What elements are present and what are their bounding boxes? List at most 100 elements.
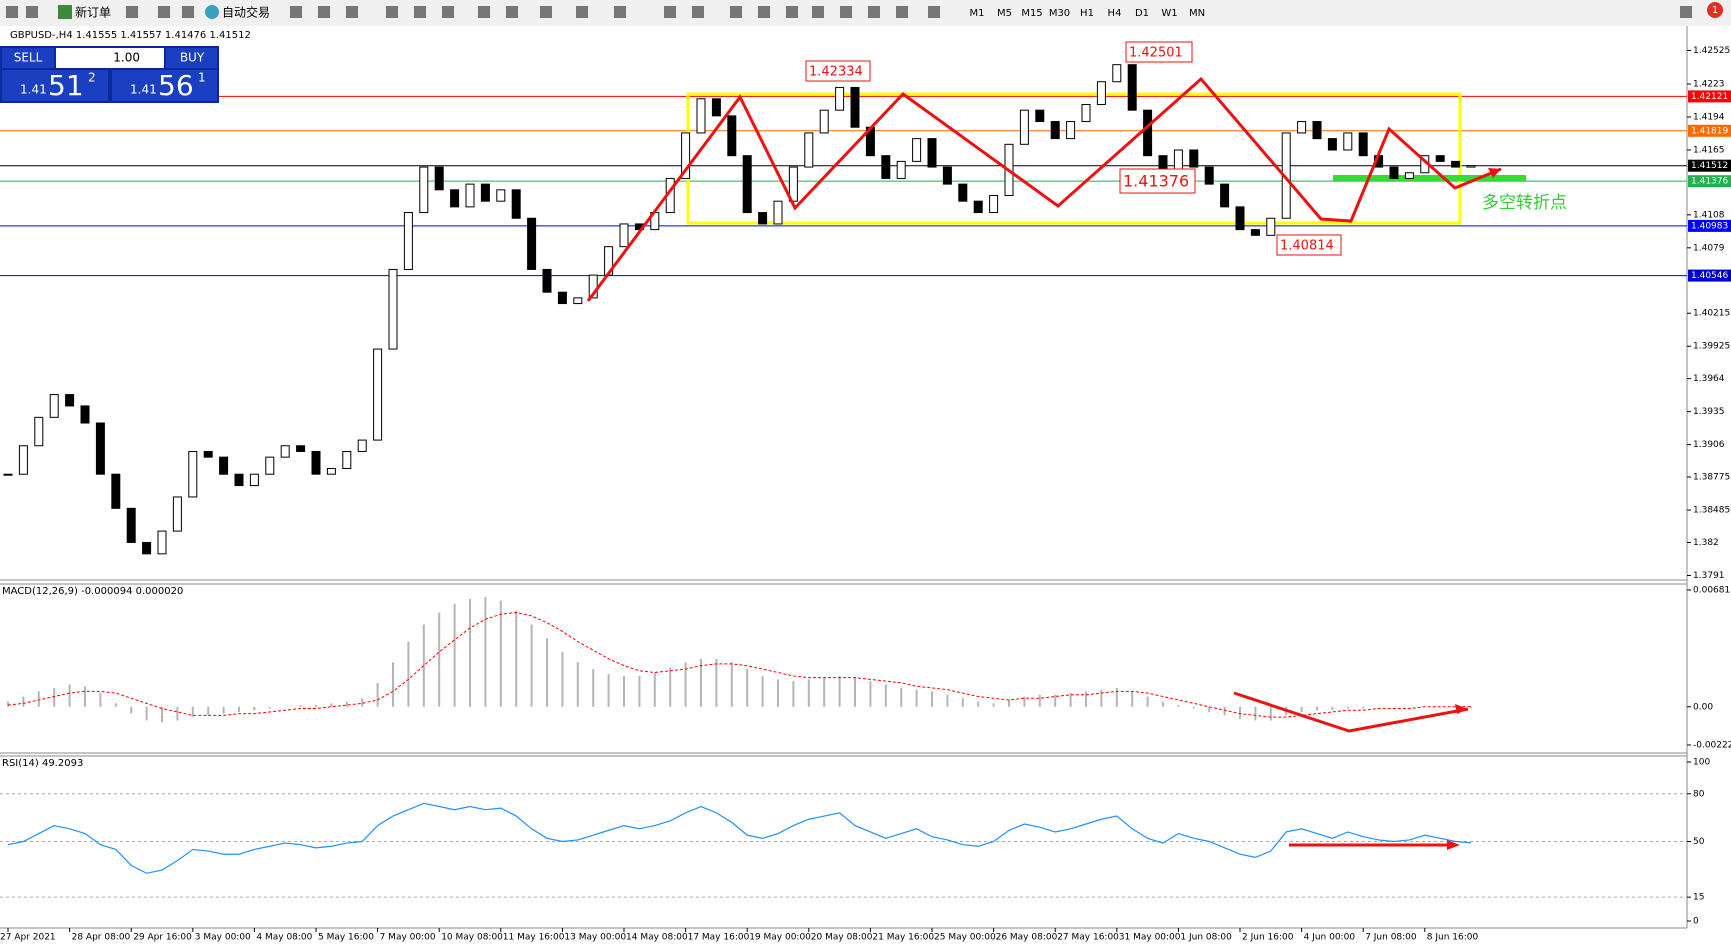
timeframe-button[interactable]: M15 [1021, 8, 1042, 19]
price-annotation-box [805, 60, 871, 82]
price-level-tag [1688, 159, 1731, 172]
new-order-button[interactable]: 新订单 [75, 5, 111, 20]
sell-button[interactable] [2, 48, 54, 68]
x-tick-label: 3 May 00:00 [195, 933, 251, 943]
candle [696, 98, 706, 134]
buy-price-big: 56 [158, 69, 194, 102]
arrow-head [1455, 704, 1468, 714]
timeframe-button[interactable]: H1 [1080, 8, 1094, 19]
x-tick-label: 10 May 08:00 [441, 933, 503, 943]
candle [1466, 165, 1476, 168]
price-annotation-box [1276, 234, 1342, 256]
candle [958, 183, 968, 202]
candle [573, 297, 583, 305]
candle [249, 473, 259, 487]
chart-title: GBPUSD-,H4 1.41555 1.41557 1.41476 1.415… [10, 30, 251, 41]
x-tick-label: 7 May 00:00 [380, 933, 436, 943]
timeframe-button[interactable]: M30 [1049, 8, 1070, 19]
y-tick-label: 1.42525 [1693, 46, 1730, 56]
x-tick-label: 4 May 08:00 [256, 933, 312, 943]
candle [95, 422, 105, 475]
rsi-line [7, 802, 1472, 874]
timeframe-button[interactable]: H4 [1108, 8, 1122, 19]
candle [511, 189, 521, 219]
candle [896, 160, 906, 179]
auto-trading-button[interactable]: 自动交易 [222, 5, 270, 20]
candle [1081, 103, 1091, 123]
candle [1389, 166, 1399, 179]
candle [49, 394, 59, 418]
candle [357, 439, 367, 452]
candle [1435, 155, 1445, 162]
candle [727, 115, 737, 157]
x-tick-label: 21 May 16:00 [872, 933, 934, 943]
candle [1297, 121, 1307, 134]
candle [80, 405, 90, 424]
new-order-icon[interactable] [58, 5, 72, 19]
y-tick-label: 1.40215 [1693, 309, 1730, 319]
buy-label[interactable]: BUY [180, 51, 205, 65]
candle [388, 268, 398, 350]
price-level-tag [1688, 124, 1731, 137]
y-tick-label: 80 [1693, 789, 1705, 799]
candle [188, 450, 198, 498]
candle [1019, 109, 1029, 145]
candle [126, 507, 136, 543]
candle [788, 166, 798, 202]
auto-trading-icon[interactable] [205, 5, 219, 19]
candle [1050, 121, 1060, 140]
sell-price-prefix: 1.41 [20, 83, 47, 97]
price-level-label: 1.42121 [1691, 92, 1728, 102]
buy-button[interactable] [166, 48, 217, 68]
timeframe-button[interactable]: MN [1189, 8, 1205, 19]
y-tick-label: 0.00 [1693, 702, 1713, 712]
x-tick-label: 4 Jun 00:00 [1304, 933, 1356, 943]
arrow-head [1447, 840, 1460, 850]
trend-zigzag [586, 76, 1502, 302]
buy-price-box[interactable] [112, 70, 217, 101]
signal-line [7, 611, 1472, 718]
x-tick-label: 14 May 08:00 [626, 933, 688, 943]
candle [450, 189, 460, 208]
y-tick-label: 50 [1693, 837, 1705, 847]
candle [172, 496, 182, 532]
candle [819, 109, 829, 134]
candle [280, 445, 290, 458]
y-tick-label: 100 [1693, 758, 1710, 768]
sell-label[interactable]: SELL [14, 51, 43, 65]
candle [557, 291, 567, 305]
price-level-label: 1.41819 [1691, 126, 1728, 136]
candle [311, 450, 321, 475]
candle [496, 189, 506, 202]
range-box [686, 92, 1462, 225]
sell-price-small: 2 [88, 71, 96, 85]
candle [742, 155, 752, 214]
candle [773, 200, 783, 225]
candle [835, 86, 845, 111]
candle [1127, 64, 1137, 111]
timeframe-button[interactable]: D1 [1135, 8, 1149, 19]
notification-badge[interactable] [1707, 2, 1723, 18]
candle [942, 166, 952, 185]
x-tick-label: 20 May 08:00 [811, 933, 873, 943]
x-tick-label: 17 May 16:00 [688, 933, 750, 943]
x-tick-label: 26 May 08:00 [996, 933, 1058, 943]
sell-price-box[interactable] [2, 70, 108, 101]
candle [881, 155, 891, 179]
timeframe-button[interactable]: W1 [1161, 8, 1177, 19]
candle [326, 468, 336, 475]
lot-value[interactable]: 1.00 [113, 51, 140, 65]
candle [3, 473, 13, 476]
price-level-tag [1688, 269, 1731, 282]
timeframe-button[interactable]: M1 [970, 8, 985, 19]
lot-input[interactable] [56, 48, 164, 68]
price-level-label: 1.41376 [1691, 177, 1728, 187]
timeframe-button[interactable]: M5 [997, 8, 1012, 19]
y-tick-label: 1.3791 [1693, 571, 1725, 581]
toolbar [0, 0, 1731, 26]
y-tick-label: 0 [1693, 917, 1699, 927]
x-tick-label: 28 Apr 08:00 [72, 933, 131, 943]
candle [1066, 121, 1076, 140]
